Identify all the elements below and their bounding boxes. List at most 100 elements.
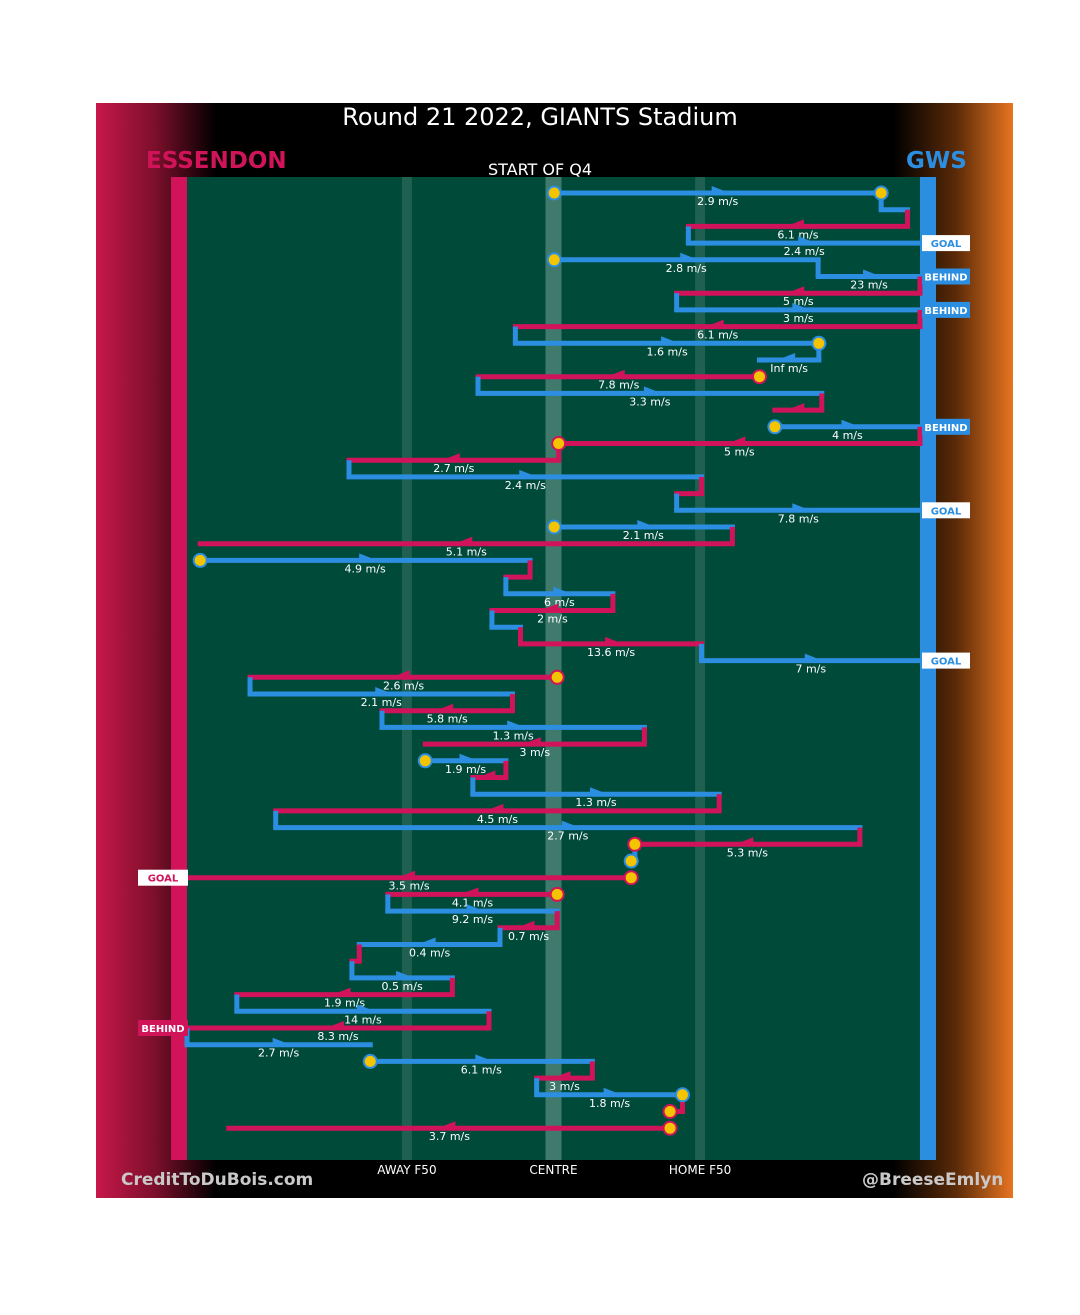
speed-label: 2.1 m/s bbox=[623, 529, 664, 542]
direction-arrow bbox=[603, 1087, 622, 1096]
direction-arrow bbox=[332, 987, 351, 996]
direction-arrow bbox=[359, 553, 378, 562]
speed-label: 13.6 m/s bbox=[587, 646, 635, 659]
result-label: BEHIND bbox=[924, 423, 967, 434]
direction-arrow bbox=[727, 436, 746, 445]
direction-arrow bbox=[777, 353, 796, 361]
speed-label: 5 m/s bbox=[783, 295, 814, 308]
stoppage-marker bbox=[546, 252, 562, 268]
speed-label: 3.5 m/s bbox=[389, 880, 430, 893]
speed-label: 1.9 m/s bbox=[324, 997, 365, 1010]
direction-arrow bbox=[522, 737, 541, 746]
stoppage-marker bbox=[549, 886, 565, 902]
speed-label: 4.1 m/s bbox=[452, 896, 493, 909]
result-label: GOAL bbox=[931, 239, 962, 250]
direction-arrow bbox=[606, 369, 625, 378]
speed-label: 3 m/s bbox=[519, 746, 550, 759]
direction-arrow bbox=[466, 904, 485, 913]
direction-arrow bbox=[397, 870, 416, 879]
speed-label: 3 m/s bbox=[549, 1080, 580, 1093]
speed-label: 5.3 m/s bbox=[727, 846, 768, 859]
speed-label: 0.7 m/s bbox=[508, 930, 549, 943]
direction-arrow bbox=[680, 252, 699, 261]
direction-arrow bbox=[375, 687, 394, 695]
stoppage-marker bbox=[549, 669, 565, 685]
speed-label: 1.3 m/s bbox=[493, 729, 534, 742]
direction-arrow bbox=[540, 603, 559, 612]
direction-arrow bbox=[272, 1037, 291, 1046]
result-badge bbox=[922, 268, 970, 285]
stoppage-marker bbox=[546, 519, 562, 535]
speed-label: 3 m/s bbox=[783, 312, 814, 325]
speed-label: 2.4 m/s bbox=[784, 245, 825, 258]
direction-arrow bbox=[711, 186, 730, 194]
direction-arrow bbox=[798, 236, 817, 245]
speed-label: 14 m/s bbox=[344, 1013, 382, 1026]
direction-arrow bbox=[356, 1004, 375, 1013]
direction-arrow bbox=[735, 837, 754, 846]
direction-arrow bbox=[325, 1021, 344, 1029]
stoppage-marker bbox=[623, 870, 639, 886]
speed-label: 9.2 m/s bbox=[452, 913, 493, 926]
direction-arrow bbox=[705, 319, 724, 328]
right-credit: @BreeseEmlyn bbox=[862, 1170, 1004, 1190]
speed-label: 2.7 m/s bbox=[258, 1047, 299, 1060]
result-badge bbox=[138, 869, 188, 886]
speed-label: 6.1 m/s bbox=[697, 329, 738, 342]
direction-arrow bbox=[552, 1071, 571, 1080]
direction-arrow bbox=[459, 753, 478, 762]
zone-band bbox=[401, 177, 412, 1160]
direction-arrow bbox=[507, 720, 526, 729]
speed-label: 5.1 m/s bbox=[446, 546, 487, 559]
essendon-goal-post bbox=[171, 177, 187, 1160]
speed-label: 2.1 m/s bbox=[361, 696, 402, 709]
direction-arrow bbox=[804, 653, 823, 662]
speed-label: 7.8 m/s bbox=[778, 512, 819, 525]
speed-label: 23 m/s bbox=[850, 279, 888, 292]
direction-arrow bbox=[417, 937, 436, 946]
stoppage-marker bbox=[551, 436, 567, 451]
speed-label: 2.7 m/s bbox=[547, 830, 588, 843]
stoppage-marker bbox=[192, 552, 208, 568]
stoppage-marker bbox=[662, 1104, 678, 1119]
speed-label: 1.3 m/s bbox=[575, 796, 616, 809]
speed-label: 4 m/s bbox=[832, 429, 863, 442]
direction-arrow bbox=[605, 636, 624, 645]
result-label: BEHIND bbox=[924, 273, 967, 284]
speed-label: Inf m/s bbox=[770, 362, 808, 375]
stoppage-marker bbox=[623, 853, 639, 869]
direction-arrow bbox=[553, 586, 572, 595]
speed-label: 2.9 m/s bbox=[697, 195, 738, 208]
speed-label: 4.9 m/s bbox=[345, 562, 386, 575]
stoppage-marker bbox=[627, 836, 643, 852]
team-left-label: ESSENDON bbox=[146, 148, 287, 174]
direction-arrow bbox=[454, 536, 473, 545]
direction-arrow bbox=[786, 403, 805, 412]
speed-label: 4.5 m/s bbox=[477, 813, 518, 826]
direction-arrow bbox=[661, 336, 680, 345]
direction-arrow bbox=[435, 703, 454, 712]
direction-arrow bbox=[396, 970, 415, 979]
result-badge bbox=[922, 418, 970, 435]
direction-arrow bbox=[786, 286, 805, 295]
direction-arrow bbox=[460, 887, 479, 896]
speed-label: 5 m/s bbox=[724, 446, 755, 459]
speed-label: 1.6 m/s bbox=[647, 345, 688, 358]
direction-arrow bbox=[516, 920, 535, 929]
x-tick-label: HOME F50 bbox=[669, 1163, 731, 1177]
speed-label: 3.3 m/s bbox=[629, 395, 670, 408]
direction-arrow bbox=[437, 1121, 456, 1130]
result-badge bbox=[138, 1020, 188, 1036]
speed-label: 2.8 m/s bbox=[666, 262, 707, 275]
stoppage-marker bbox=[811, 335, 827, 351]
zone-band bbox=[695, 177, 706, 1160]
x-tick-label: CENTRE bbox=[529, 1163, 577, 1177]
stoppage-marker bbox=[767, 419, 783, 435]
direction-arrow bbox=[485, 803, 504, 812]
direction-arrow bbox=[590, 787, 609, 796]
direction-arrow bbox=[519, 469, 538, 478]
stoppage-marker bbox=[675, 1087, 691, 1103]
speed-label: 2.7 m/s bbox=[433, 462, 474, 475]
stoppage-marker bbox=[546, 185, 562, 201]
